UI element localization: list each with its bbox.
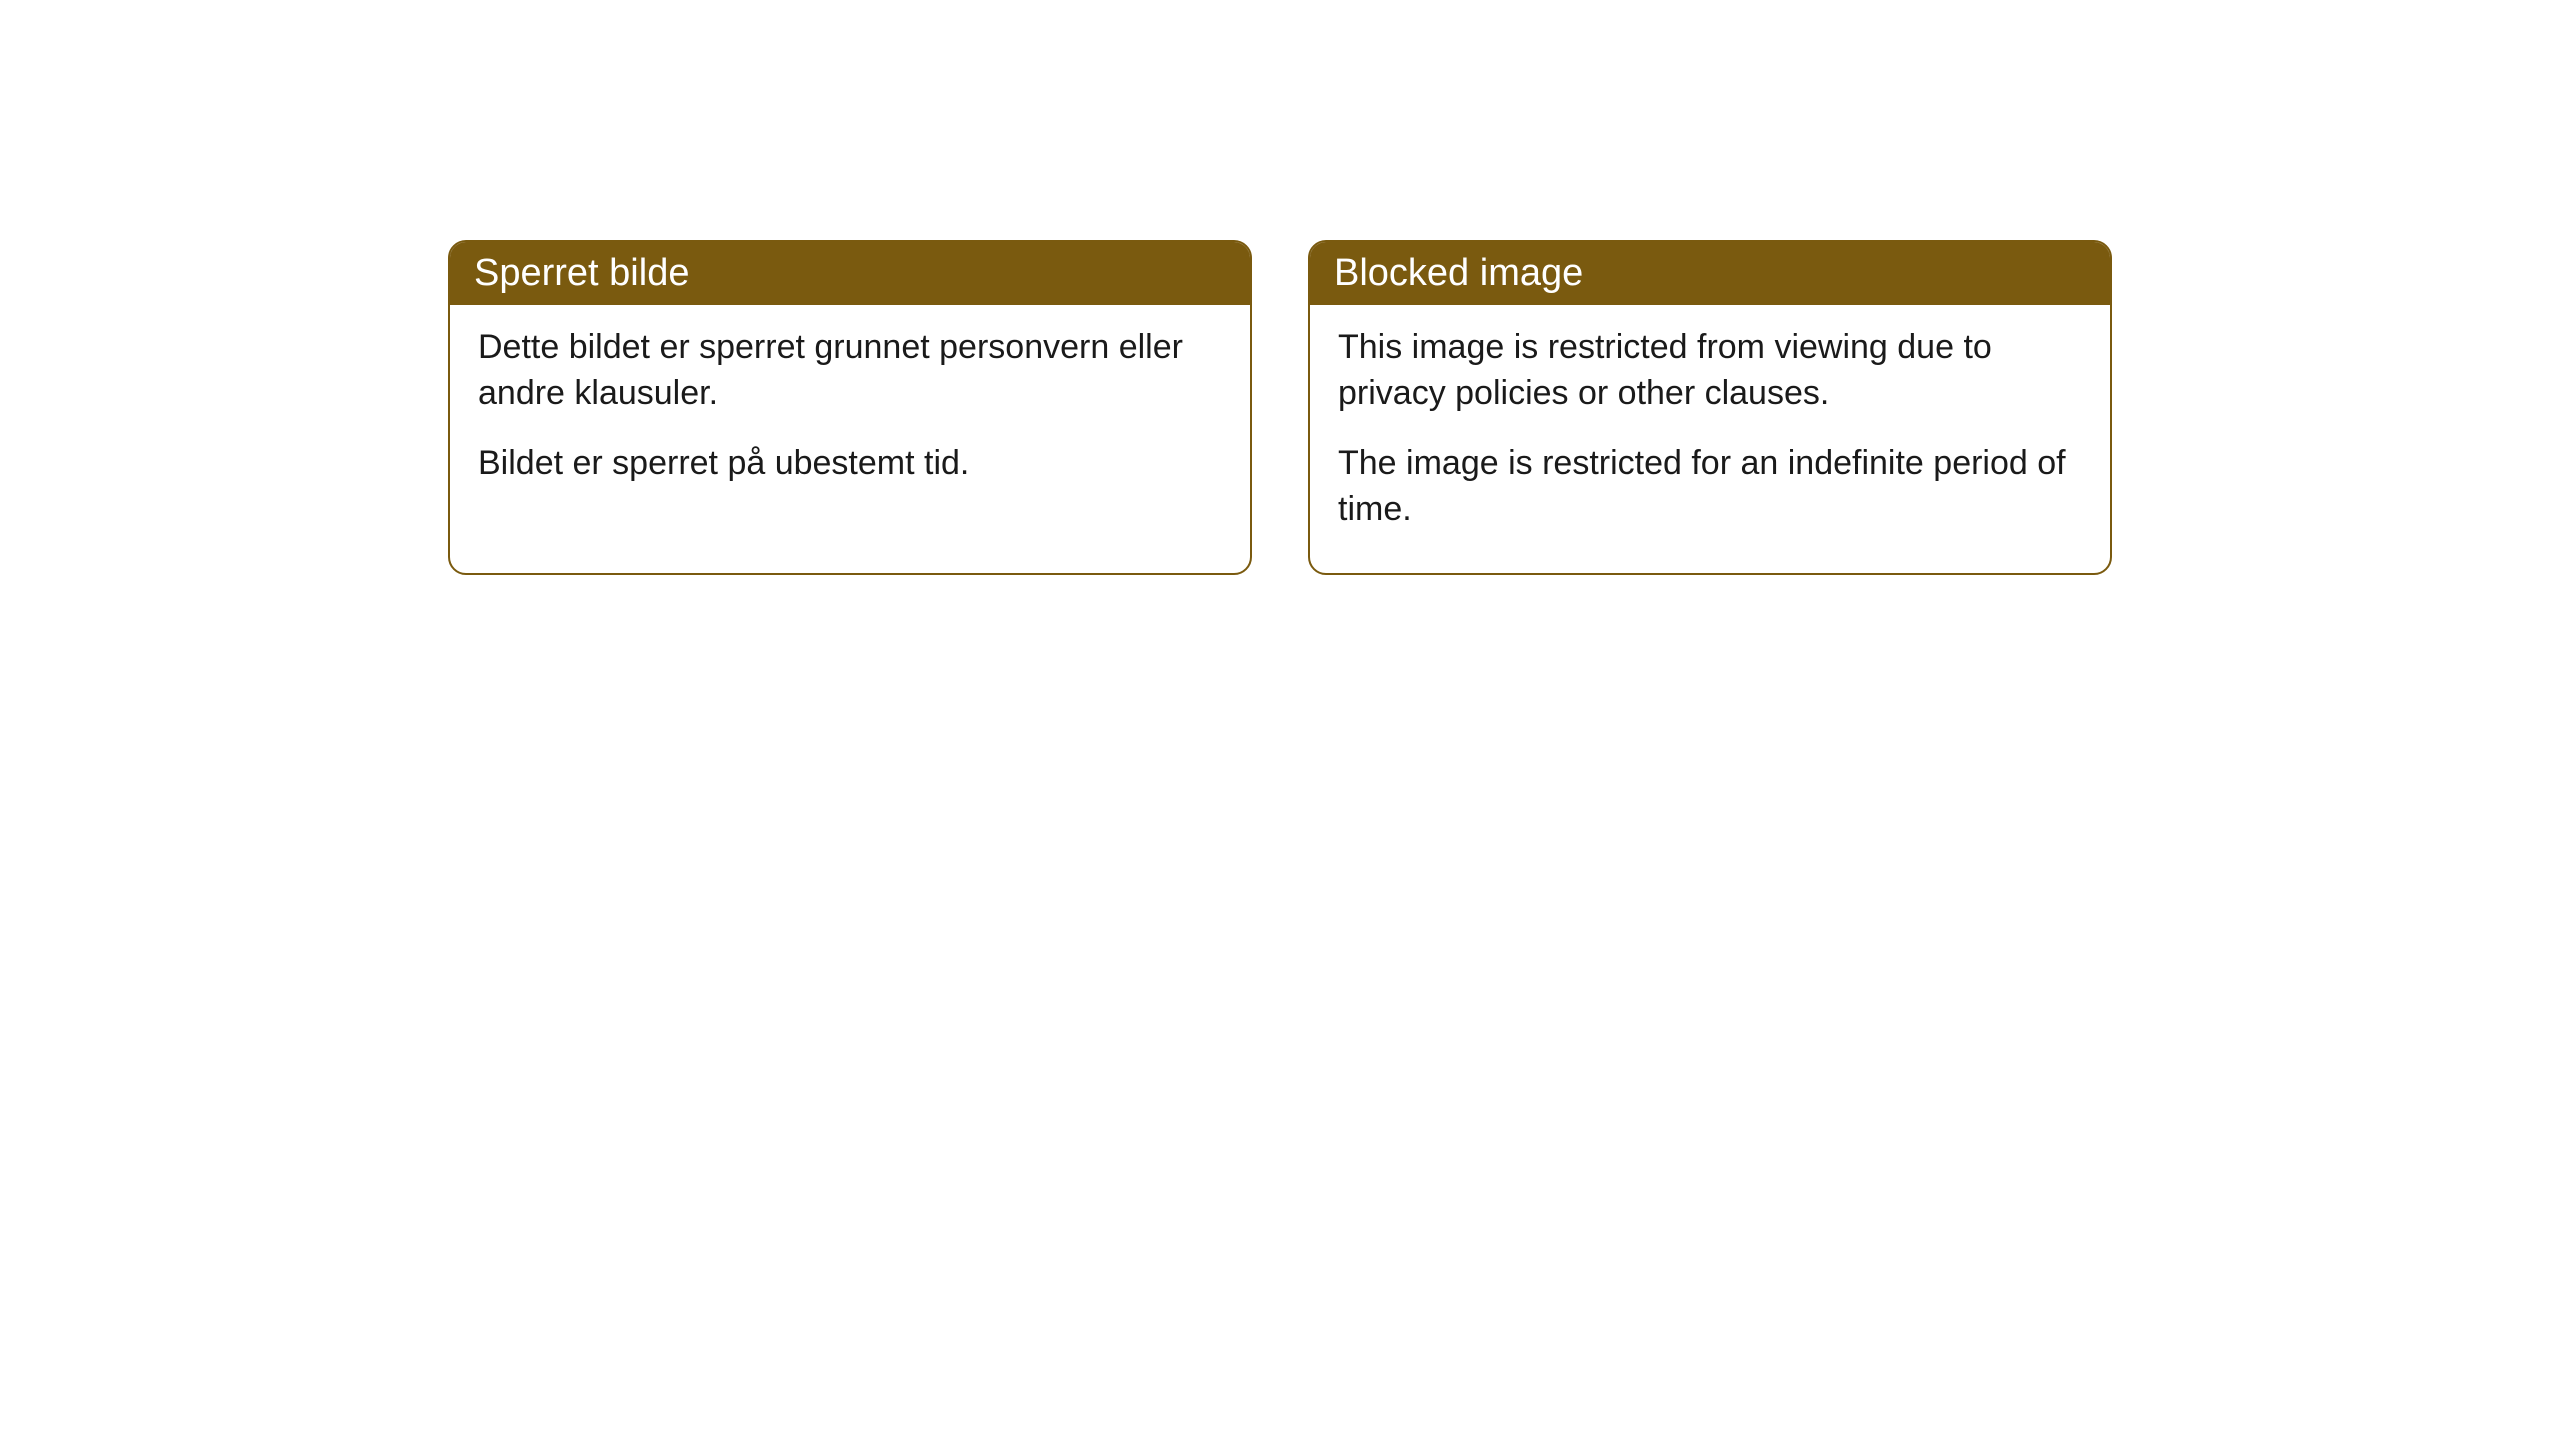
card-text-p1: This image is restricted from viewing du…: [1338, 325, 2082, 417]
card-header-norwegian: Sperret bilde: [450, 242, 1250, 305]
card-body-english: This image is restricted from viewing du…: [1310, 305, 2110, 573]
card-text-p2: Bildet er sperret på ubestemt tid.: [478, 441, 1222, 487]
card-text-p2: The image is restricted for an indefinit…: [1338, 441, 2082, 533]
card-text-p1: Dette bildet er sperret grunnet personve…: [478, 325, 1222, 417]
notice-card-norwegian: Sperret bilde Dette bildet er sperret gr…: [448, 240, 1252, 575]
card-header-english: Blocked image: [1310, 242, 2110, 305]
card-body-norwegian: Dette bildet er sperret grunnet personve…: [450, 305, 1250, 527]
notice-card-english: Blocked image This image is restricted f…: [1308, 240, 2112, 575]
notice-cards-container: Sperret bilde Dette bildet er sperret gr…: [448, 240, 2112, 575]
